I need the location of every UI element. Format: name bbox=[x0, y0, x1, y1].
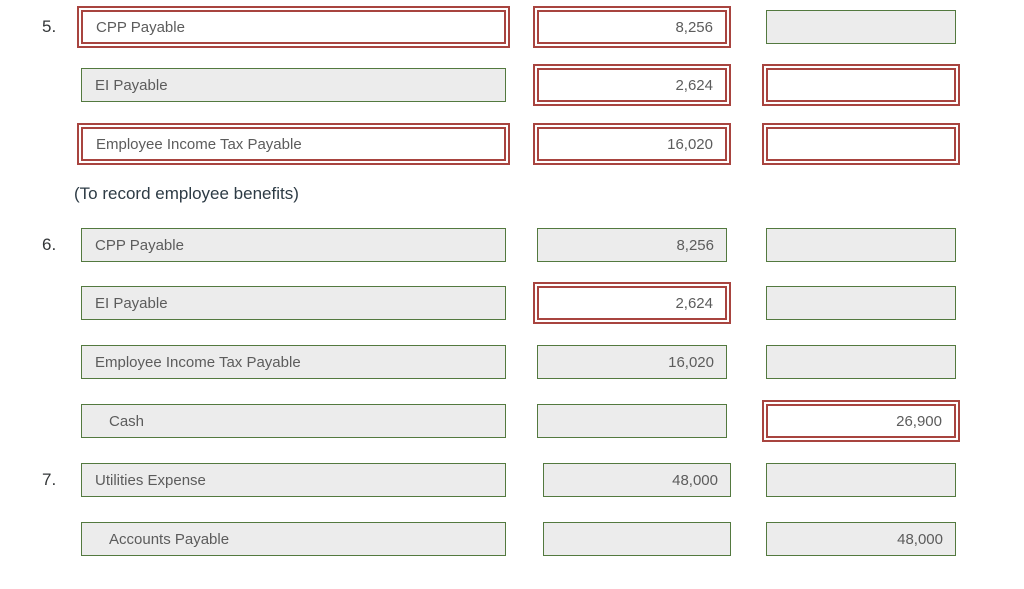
debit-amount-field[interactable]: 16,020 bbox=[533, 123, 731, 165]
account-field[interactable]: Employee Income Tax Payable bbox=[81, 345, 506, 379]
debit-amount-field[interactable]: 16,020 bbox=[537, 345, 727, 379]
credit-amount-field[interactable] bbox=[766, 463, 956, 497]
row-number: 5. bbox=[42, 17, 57, 36]
account-field[interactable]: CPP Payable bbox=[81, 228, 506, 262]
account-field[interactable]: Cash bbox=[81, 404, 506, 438]
debit-amount-field[interactable]: 48,000 bbox=[543, 463, 731, 497]
journal-row: EI Payable 2,624 bbox=[0, 64, 1024, 106]
credit-amount-field[interactable] bbox=[766, 10, 956, 44]
debit-amount-field[interactable] bbox=[543, 522, 731, 556]
journal-row: 5. CPP Payable 8,256 bbox=[0, 6, 1024, 48]
journal-row: Employee Income Tax Payable 16,020 bbox=[0, 345, 1024, 379]
credit-amount-field[interactable]: 48,000 bbox=[766, 522, 956, 556]
account-field[interactable]: Employee Income Tax Payable bbox=[77, 123, 510, 165]
credit-amount-field[interactable] bbox=[766, 228, 956, 262]
account-field[interactable]: Accounts Payable bbox=[81, 522, 506, 556]
debit-amount-field[interactable]: 2,624 bbox=[533, 64, 731, 106]
credit-amount-field[interactable] bbox=[762, 123, 960, 165]
credit-amount-field[interactable] bbox=[766, 286, 956, 320]
account-field[interactable]: Utilities Expense bbox=[81, 463, 506, 497]
debit-amount-field[interactable] bbox=[537, 404, 727, 438]
journal-row: Employee Income Tax Payable 16,020 bbox=[0, 123, 1024, 165]
journal-row: Cash 26,900 bbox=[0, 400, 1024, 442]
credit-amount-field[interactable] bbox=[766, 345, 956, 379]
credit-amount-field[interactable] bbox=[762, 64, 960, 106]
journal-row: 6. CPP Payable 8,256 bbox=[0, 228, 1024, 262]
debit-amount-field[interactable]: 8,256 bbox=[537, 228, 727, 262]
entry-note: (To record employee benefits) bbox=[74, 184, 299, 203]
account-field[interactable]: EI Payable bbox=[81, 286, 506, 320]
credit-amount-field[interactable]: 26,900 bbox=[762, 400, 960, 442]
journal-row: 7. Utilities Expense 48,000 bbox=[0, 463, 1024, 497]
account-field[interactable]: CPP Payable bbox=[77, 6, 510, 48]
journal-row: Accounts Payable 48,000 bbox=[0, 522, 1024, 556]
debit-amount-field[interactable]: 8,256 bbox=[533, 6, 731, 48]
row-number: 6. bbox=[42, 235, 57, 254]
row-number: 7. bbox=[42, 470, 57, 489]
account-field[interactable]: EI Payable bbox=[81, 68, 506, 102]
journal-row: EI Payable 2,624 bbox=[0, 282, 1024, 324]
debit-amount-field[interactable]: 2,624 bbox=[533, 282, 731, 324]
